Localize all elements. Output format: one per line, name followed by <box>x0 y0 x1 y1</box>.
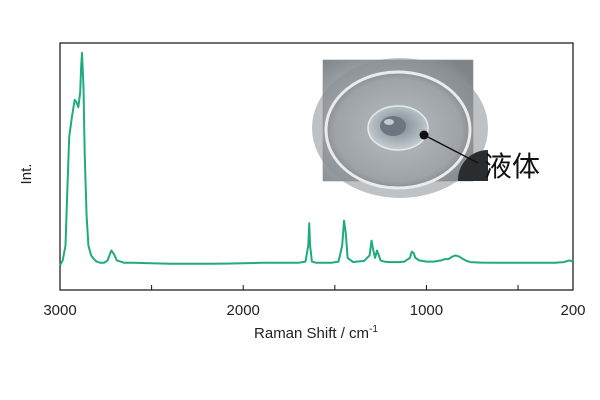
x-axis-title-superscript: -1 <box>369 324 378 335</box>
x-axis-title: Raman Shift / cm-1 <box>254 324 378 342</box>
y-axis-title: Int. <box>18 164 35 185</box>
series-layer <box>59 51 574 266</box>
callout-leader-line <box>423 134 479 164</box>
x-tick-label: 2000 <box>227 302 260 319</box>
plot-frame <box>59 42 574 291</box>
x-axis-ticks: 3000 2000 1000 200 <box>43 285 586 319</box>
callout-label: 液体 <box>484 150 540 183</box>
sample-photo-inset <box>312 58 488 198</box>
x-tick-label: 200 <box>560 302 585 319</box>
x-tick-label: 3000 <box>43 302 76 319</box>
liquid-callout: 液体 <box>419 130 540 183</box>
spectrum-line <box>59 51 574 266</box>
x-tick-label: 1000 <box>410 302 443 319</box>
